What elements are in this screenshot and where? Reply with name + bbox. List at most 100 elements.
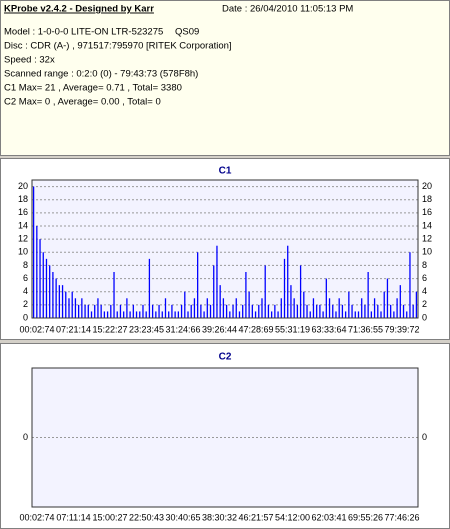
bar: [213, 265, 215, 318]
bar: [267, 304, 270, 318]
bar: [187, 311, 189, 318]
bar: [258, 304, 260, 318]
y-tick-label-right: 0: [422, 432, 427, 442]
bar: [190, 304, 192, 318]
bar: [377, 304, 379, 318]
y-tick-label-right: 0: [422, 312, 427, 322]
bar: [299, 265, 302, 318]
bar: [242, 304, 244, 318]
bar: [68, 298, 70, 318]
bar: [61, 285, 64, 318]
bar: [232, 304, 234, 318]
x-tick-label: 23:23:45: [129, 324, 164, 334]
bar: [209, 304, 212, 318]
info-panel: [0, 0, 450, 156]
bar: [386, 278, 389, 318]
bar: [357, 311, 360, 318]
bar: [306, 304, 308, 318]
y-tick-label: 0: [23, 312, 28, 322]
bar: [219, 285, 221, 318]
bar: [81, 298, 83, 318]
date: Date : 26/04/2010 11:05:13 PM: [222, 4, 353, 15]
bar: [415, 291, 418, 318]
bar: [103, 311, 106, 318]
bar: [367, 272, 369, 318]
y-tick-label: 0: [23, 432, 28, 442]
bar: [261, 298, 263, 318]
bar: [49, 265, 51, 318]
model: Model : 1-0-0-0 LITE-ON LTR-523275: [4, 27, 163, 38]
bar: [287, 245, 289, 318]
bar: [364, 304, 366, 318]
bar: [351, 304, 353, 318]
bar: [348, 291, 350, 318]
x-tick-label: 30:40:65: [165, 512, 200, 522]
y-tick-label: 12: [18, 234, 28, 244]
bar: [322, 311, 324, 318]
plot-frame: [31, 367, 419, 508]
y-tick-label-right: 16: [422, 207, 432, 217]
bar: [203, 311, 205, 318]
bar: [77, 304, 80, 318]
x-tick-label: 39:26:44: [202, 324, 237, 334]
bar: [264, 265, 266, 318]
bar: [383, 291, 385, 318]
plot-area: [32, 180, 418, 318]
bar: [184, 291, 186, 318]
bar: [193, 298, 196, 318]
bar: [390, 304, 392, 318]
x-tick-label: 38:30:32: [202, 512, 237, 522]
c2-stats: C2 Max= 0 , Average= 0.00 , Total= 0: [4, 97, 161, 108]
x-tick-label: 15:00:27: [92, 512, 127, 522]
bar: [341, 304, 344, 318]
bar: [251, 304, 253, 318]
y-tick-label: 4: [23, 286, 28, 296]
bar: [373, 298, 376, 318]
bar: [97, 298, 99, 318]
bar: [135, 311, 138, 318]
bar: [277, 311, 279, 318]
disc: Disc : CDR (A-) , 971517:795970 [RITEK C…: [4, 41, 232, 52]
chart-title: C1: [219, 166, 232, 177]
x-tick-label: 00:02:74: [19, 324, 54, 334]
bar: [116, 311, 118, 318]
bar: [370, 311, 373, 318]
bar: [119, 304, 122, 318]
bar: [328, 298, 331, 318]
y-tick-label-right: 2: [422, 299, 427, 309]
bar: [303, 291, 305, 318]
bar: [94, 304, 96, 318]
bar: [309, 311, 311, 318]
bar: [148, 258, 151, 318]
bar: [45, 258, 48, 318]
y-tick-label: 16: [18, 207, 28, 217]
y-tick-label: 20: [18, 181, 28, 191]
bar: [39, 239, 41, 318]
bar: [380, 311, 382, 318]
c1-stats: C1 Max= 21 , Average= 0.71 , Total= 3380: [4, 83, 182, 94]
y-tick-label-right: 10: [422, 247, 432, 257]
firmware: QS09: [175, 27, 199, 38]
bar: [338, 298, 340, 318]
bar: [216, 245, 218, 318]
bar: [142, 304, 144, 318]
bar: [65, 291, 67, 318]
bar: [174, 311, 176, 318]
bar: [200, 304, 202, 318]
bar: [319, 304, 321, 318]
bar: [280, 298, 282, 318]
y-tick-label: 14: [18, 220, 28, 230]
bar: [100, 304, 102, 318]
bar: [71, 291, 73, 318]
bar: [132, 304, 134, 318]
y-tick-label: 18: [18, 194, 28, 204]
bar: [229, 311, 231, 318]
bar: [164, 298, 167, 318]
bar: [177, 311, 180, 318]
bar: [52, 272, 54, 318]
bar: [171, 304, 173, 318]
x-tick-label: 07:11:14: [56, 512, 90, 522]
plot-frame: [31, 179, 419, 319]
x-tick-label: 55:31:19: [275, 324, 310, 334]
